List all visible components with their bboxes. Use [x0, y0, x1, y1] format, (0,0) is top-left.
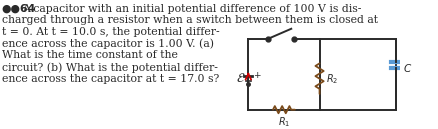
- Text: $R_1$: $R_1$: [278, 115, 290, 129]
- Text: ence across the capacitor at t = 17.0 s?: ence across the capacitor at t = 17.0 s?: [2, 74, 219, 84]
- Text: ●●64: ●●64: [2, 4, 36, 14]
- Text: circuit? (b) What is the potential differ-: circuit? (b) What is the potential diffe…: [2, 62, 218, 73]
- Text: A capacitor with an initial potential difference of 100 V is dis-: A capacitor with an initial potential di…: [22, 4, 361, 14]
- Text: charged through a resistor when a switch between them is closed at: charged through a resistor when a switch…: [2, 15, 378, 25]
- Text: What is the time constant of the: What is the time constant of the: [2, 50, 178, 60]
- Text: +: +: [253, 71, 261, 80]
- Text: ence across the capacitor is 1.00 V. (a): ence across the capacitor is 1.00 V. (a): [2, 39, 214, 49]
- Text: $C$: $C$: [403, 62, 412, 74]
- Text: $\mathcal{E}$: $\mathcal{E}$: [236, 72, 245, 85]
- Text: t = 0. At t = 10.0 s, the potential differ-: t = 0. At t = 10.0 s, the potential diff…: [2, 27, 219, 37]
- Text: $R_2$: $R_2$: [326, 72, 338, 86]
